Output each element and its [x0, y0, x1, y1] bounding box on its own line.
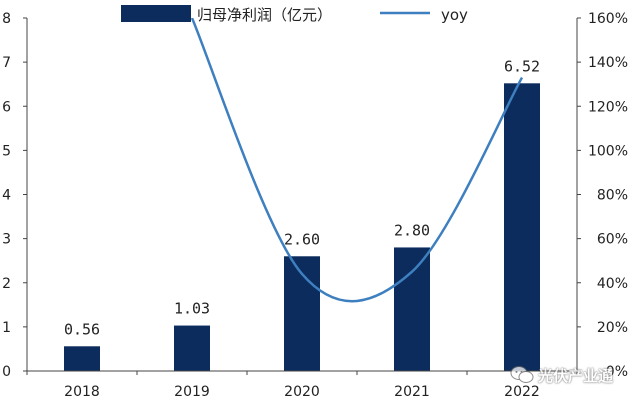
- x-axis: 2018 2019 2020 2021 2022: [26, 370, 578, 400]
- watermark: 光伏产业通: [510, 362, 628, 388]
- left-y-axis: 0 1 2 3 4 5 6 7 8: [2, 11, 28, 380]
- bar-series: 0.56 1.03 2.60 2.80 6.52: [64, 57, 540, 372]
- right-tick-label: 20%: [597, 320, 628, 336]
- wechat-icon: [510, 366, 534, 383]
- left-tick-label: 5: [2, 143, 11, 159]
- line-series: [190, 18, 524, 303]
- right-tick-label: 160%: [588, 11, 628, 27]
- bar-data-label: 2.80: [394, 221, 430, 239]
- bar: [64, 346, 100, 371]
- bar: [504, 83, 540, 372]
- bar: [174, 325, 210, 371]
- bar-data-label: 2.60: [284, 230, 320, 248]
- right-tick-label: 80%: [597, 188, 628, 204]
- left-tick-label: 3: [2, 232, 11, 248]
- left-tick-label: 4: [2, 188, 11, 204]
- left-tick-label: 7: [2, 55, 11, 71]
- legend-label-line: yoy: [441, 6, 468, 24]
- bar-data-label: 0.56: [64, 320, 100, 338]
- right-tick-label: 60%: [597, 232, 628, 248]
- right-tick-label: 100%: [588, 143, 628, 159]
- legend-label-bar: 归母净利润（亿元）: [197, 6, 332, 24]
- x-tick-label: 2019: [174, 384, 210, 400]
- x-tick-label: 2018: [64, 384, 100, 400]
- bar-data-label: 1.03: [174, 300, 210, 318]
- left-tick-label: 2: [2, 276, 11, 292]
- x-tick-label: 2021: [394, 384, 430, 400]
- left-tick-label: 0: [2, 364, 11, 380]
- legend-swatch-bar: [121, 5, 191, 22]
- legend: 归母净利润（亿元） yoy: [121, 5, 468, 24]
- right-tick-label: 140%: [588, 55, 628, 71]
- watermark-text: 光伏产业通: [538, 366, 614, 385]
- x-tick-label: 2020: [284, 384, 320, 400]
- right-tick-label: 40%: [597, 276, 628, 292]
- yoy-line: [190, 18, 524, 303]
- right-tick-label: 120%: [588, 99, 628, 115]
- right-y-axis: 0% 20% 40% 60% 80% 100% 120% 140% 160%: [576, 11, 628, 380]
- left-tick-label: 8: [2, 11, 11, 27]
- left-tick-label: 1: [2, 320, 11, 336]
- x-tick-label: 2022: [504, 384, 540, 400]
- right-tick-label: 0%: [606, 364, 628, 380]
- bar: [394, 247, 430, 371]
- left-tick-label: 6: [2, 99, 11, 115]
- bar-data-label: 6.52: [504, 57, 540, 75]
